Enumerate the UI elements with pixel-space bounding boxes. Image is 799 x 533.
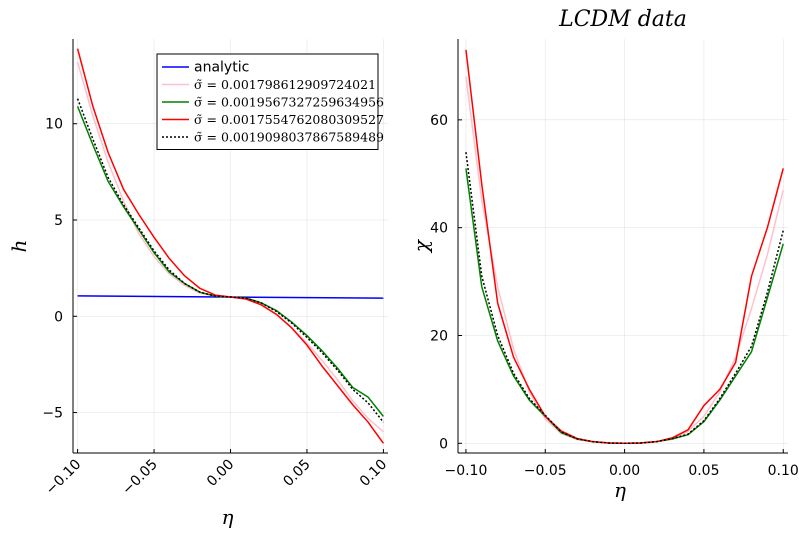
x-tick-label: −0.05 (524, 463, 567, 479)
legend-label-4: σ̃ = 0.0019098037867589489 (194, 130, 384, 145)
y-tick-label: 10 (45, 117, 63, 133)
series-line-3 (465, 152, 784, 445)
x-axis-label: η (222, 505, 234, 529)
y-tick-label: 5 (54, 213, 63, 229)
x-tick-label: −0.10 (444, 463, 487, 479)
right-chart-panel: −0.10 −0.05 0.00 0.05 0.10 0 20 40 60 η χ LCDM data (409, 7, 799, 502)
series-line-4 (76, 98, 384, 423)
legend-label-2: σ̃ = 0.0019567327259634956 (194, 95, 384, 110)
y-tick-label: 40 (430, 221, 448, 237)
x-axis-label: η (614, 478, 626, 502)
legend-label-3: σ̃ = 0.0017554762080309527 (194, 112, 384, 127)
y-tick-label: 0 (439, 436, 448, 452)
y-tick-label: 20 (430, 328, 448, 344)
legend-label-1: σ̃ = 0.001798612909724021 (194, 77, 376, 92)
x-tick-label: 0.00 (609, 463, 640, 479)
y-tick-label: 60 (430, 113, 448, 129)
x-tick-label: 0.10 (768, 463, 799, 479)
legend-label-0: analytic (194, 60, 249, 76)
x-tick-label: 0.05 (688, 463, 719, 479)
y-tick-label: −5 (42, 406, 63, 422)
y-tick-label: 0 (54, 309, 63, 325)
chart-title: LCDM data (558, 7, 687, 32)
y-axis-label: χ (409, 238, 433, 254)
legend-box (156, 53, 379, 150)
y-axis-label: h (7, 240, 31, 253)
